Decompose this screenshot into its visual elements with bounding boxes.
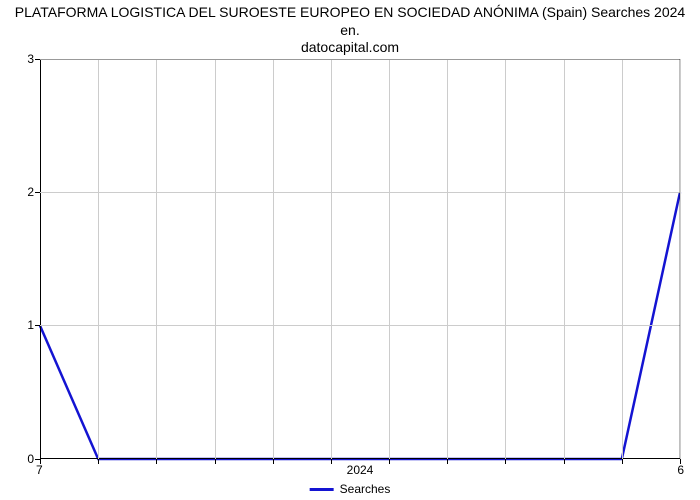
h-gridline bbox=[40, 325, 680, 326]
x-tick bbox=[622, 459, 623, 464]
x-tick bbox=[273, 459, 274, 464]
x-tick bbox=[215, 459, 216, 464]
plot-border bbox=[679, 59, 680, 459]
v-gridline bbox=[680, 59, 681, 459]
v-gridline bbox=[215, 59, 216, 459]
chart-title-line1: PLATAFORMA LOGISTICA DEL SUROESTE EUROPE… bbox=[15, 4, 685, 38]
legend-swatch bbox=[310, 488, 334, 491]
line-series bbox=[40, 59, 680, 459]
y-axis bbox=[40, 59, 41, 459]
v-gridline bbox=[331, 59, 332, 459]
x-tick-label-center: 2024 bbox=[347, 463, 374, 477]
plot-area: 7 2024 6 0123 bbox=[40, 59, 680, 459]
legend: Searches bbox=[310, 482, 391, 496]
x-tick bbox=[447, 459, 448, 464]
plot-background bbox=[40, 59, 680, 459]
v-gridline bbox=[447, 59, 448, 459]
x-tick bbox=[331, 459, 332, 464]
v-gridline bbox=[564, 59, 565, 459]
v-gridline bbox=[273, 59, 274, 459]
y-tick-label: 1 bbox=[27, 318, 34, 332]
v-gridline bbox=[389, 59, 390, 459]
chart-title: PLATAFORMA LOGISTICA DEL SUROESTE EUROPE… bbox=[10, 4, 690, 57]
v-gridline bbox=[622, 59, 623, 459]
x-tick bbox=[505, 459, 506, 464]
chart-title-line2: datocapital.com bbox=[301, 39, 399, 55]
plot-border bbox=[40, 59, 680, 60]
y-tick-label: 3 bbox=[27, 52, 34, 66]
x-axis bbox=[40, 458, 680, 459]
y-tick-label: 0 bbox=[27, 452, 34, 466]
legend-label: Searches bbox=[340, 482, 391, 496]
x-tick bbox=[98, 459, 99, 464]
chart-frame: PLATAFORMA LOGISTICA DEL SUROESTE EUROPE… bbox=[0, 0, 700, 500]
v-gridline bbox=[98, 59, 99, 459]
x-tick-label-right: 6 bbox=[677, 463, 684, 477]
x-tick bbox=[389, 459, 390, 464]
y-tick bbox=[35, 325, 40, 326]
x-tick-label-left: 7 bbox=[36, 463, 43, 477]
v-gridline bbox=[505, 59, 506, 459]
y-tick bbox=[35, 192, 40, 193]
y-tick-label: 2 bbox=[27, 185, 34, 199]
x-tick bbox=[156, 459, 157, 464]
h-gridline bbox=[40, 192, 680, 193]
x-tick bbox=[564, 459, 565, 464]
v-gridline bbox=[156, 59, 157, 459]
